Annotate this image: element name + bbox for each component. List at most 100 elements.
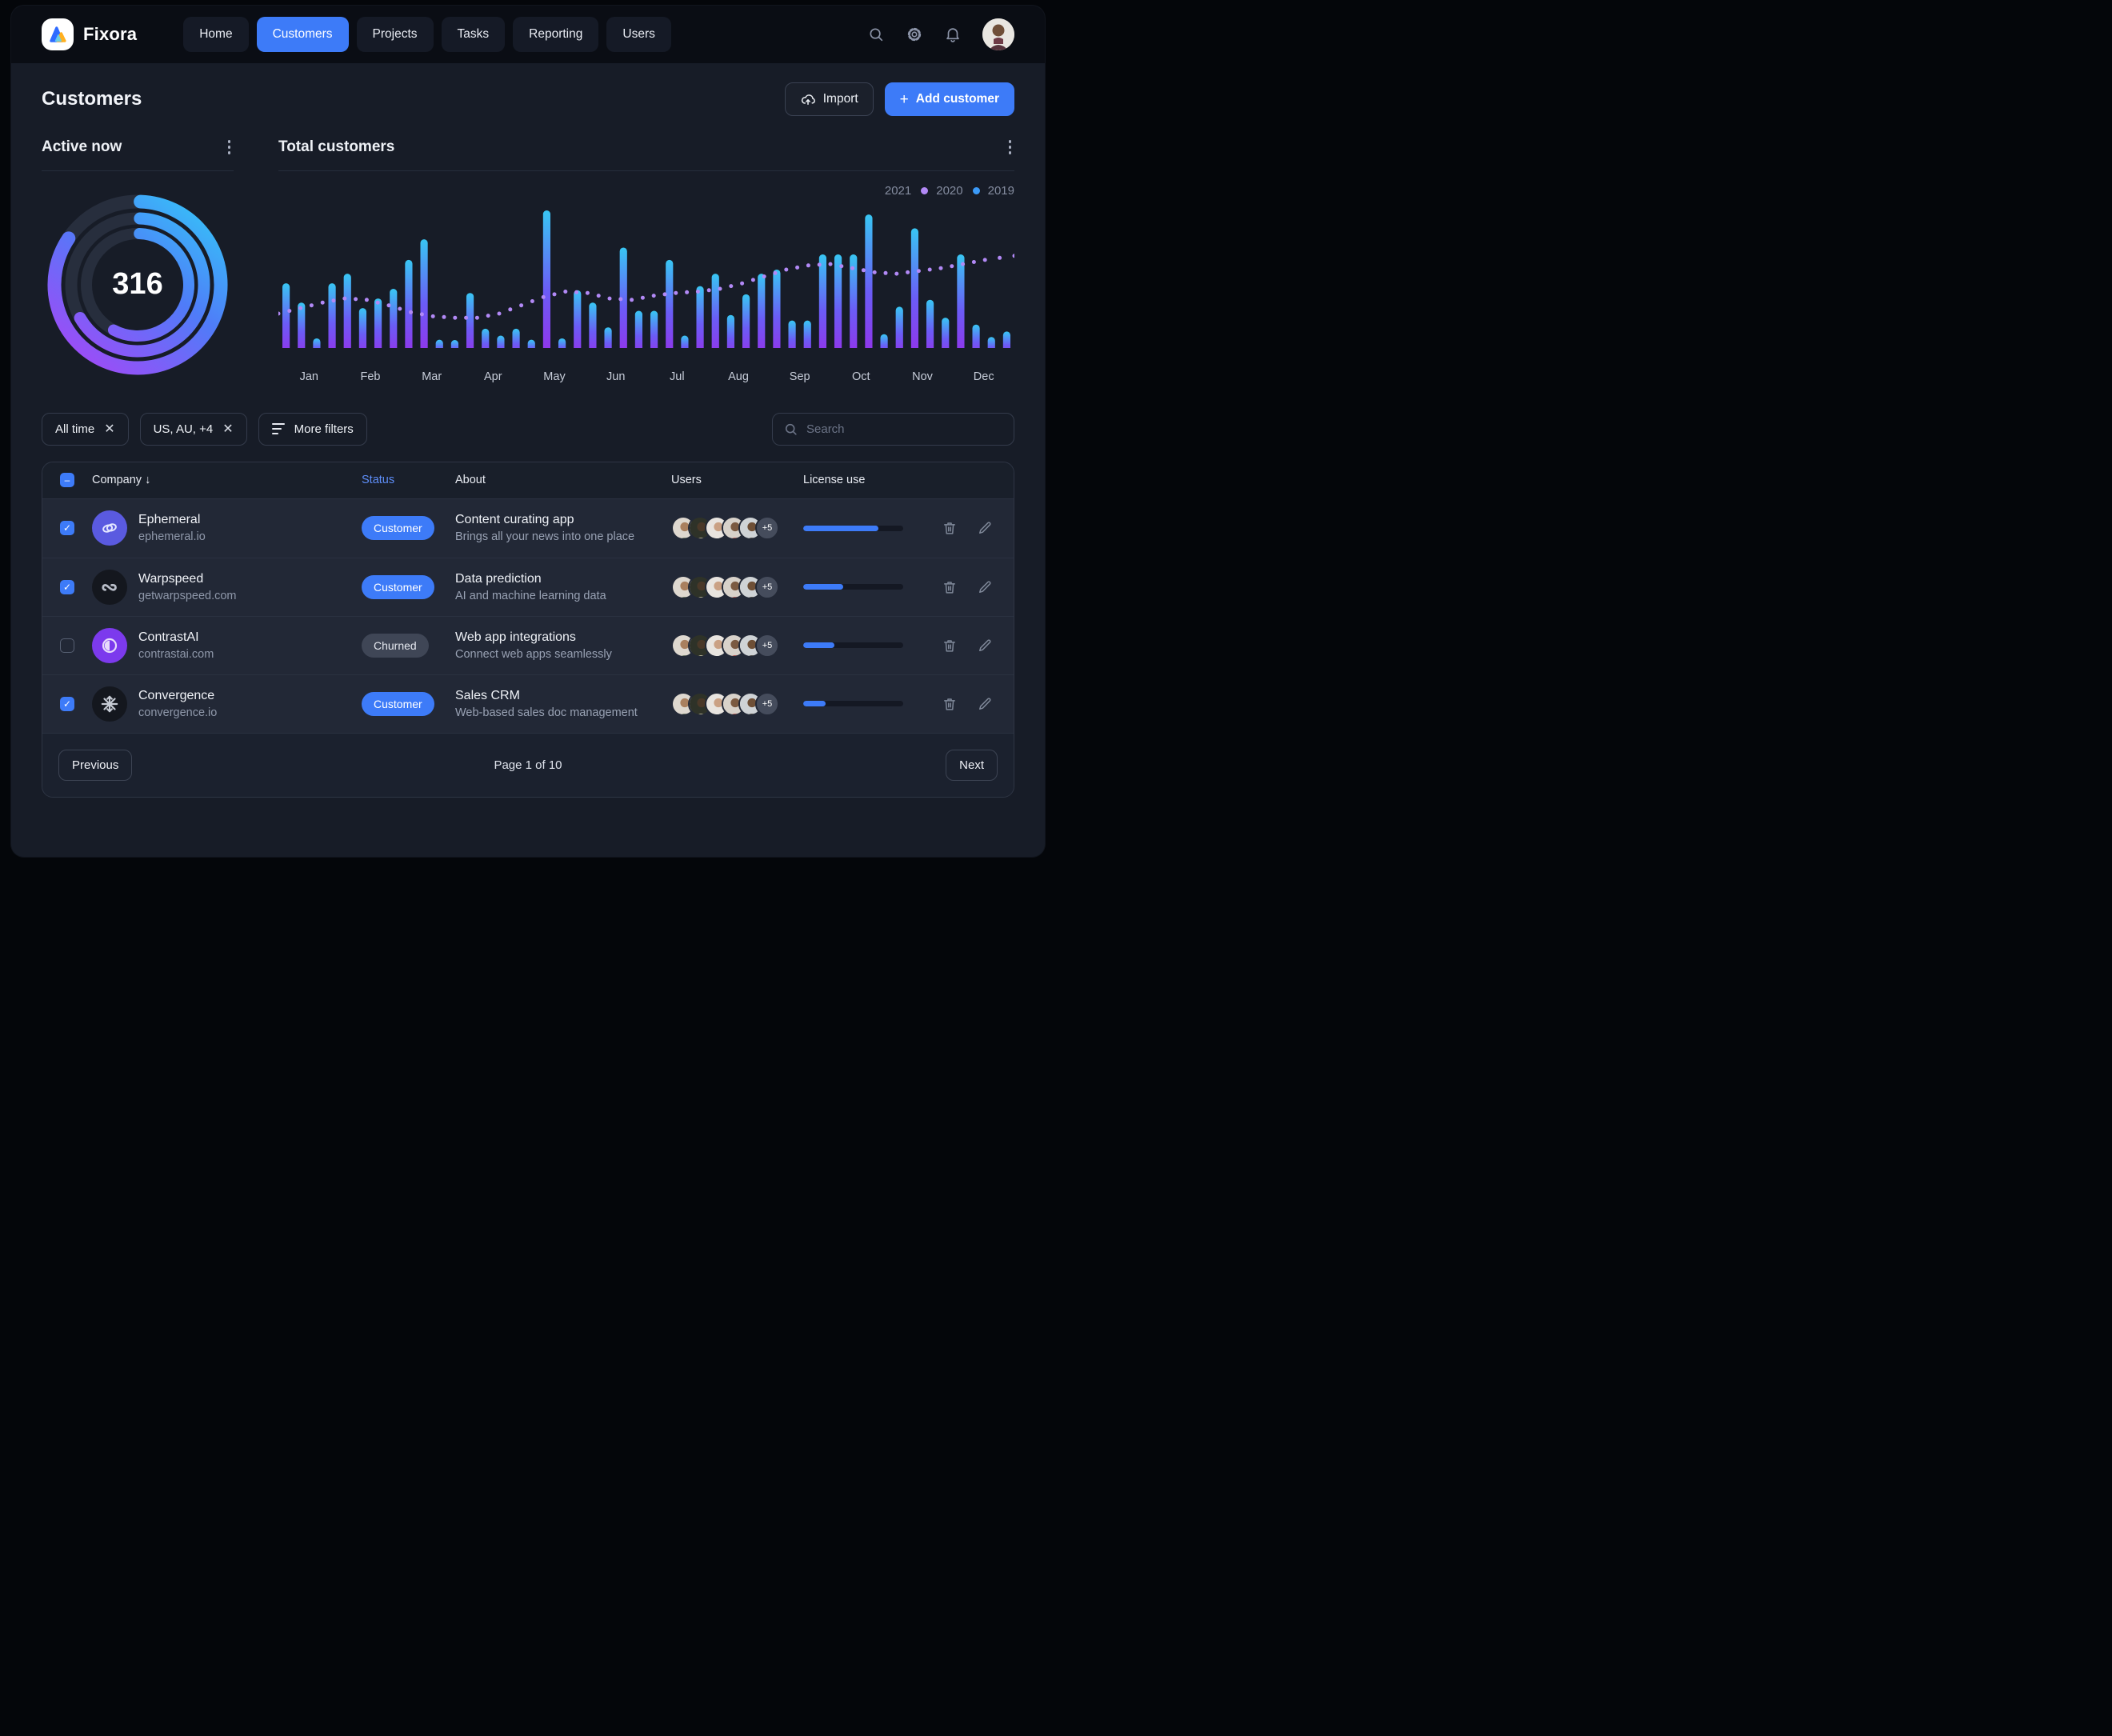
total-customers-panel: Total customers 2021 2020 2019 <box>276 137 1017 392</box>
bar <box>343 273 351 348</box>
status-badge: Customer <box>362 691 434 716</box>
users-cell: +5 <box>671 691 803 716</box>
row-actions <box>919 638 1014 654</box>
about-title: Data prediction <box>455 571 542 586</box>
column-about[interactable]: About <box>455 474 486 486</box>
bar <box>942 317 950 348</box>
column-license[interactable]: License use <box>803 474 866 486</box>
delete-row-button[interactable] <box>942 638 958 654</box>
edit-row-button[interactable] <box>977 520 993 536</box>
company-domain: ephemeral.io <box>138 530 206 543</box>
row-actions <box>919 520 1014 536</box>
bar <box>589 302 597 348</box>
previous-page-button[interactable]: Previous <box>58 749 133 781</box>
add-customer-button[interactable]: + Add customer <box>884 82 1014 116</box>
total-customers-menu-icon[interactable] <box>1006 137 1015 158</box>
remove-filter-icon[interactable]: ✕ <box>222 422 234 436</box>
edit-row-button[interactable] <box>977 696 993 712</box>
delete-row-button[interactable] <box>942 696 958 712</box>
license-progress-fill <box>803 525 878 531</box>
donut-ring-0 <box>47 194 228 374</box>
bar <box>435 339 443 348</box>
bar <box>726 314 735 348</box>
row-checkbox[interactable] <box>60 638 74 653</box>
more-filters-button[interactable]: More filters <box>258 412 367 446</box>
page-head: Customers Import + Add customer <box>42 82 1014 116</box>
bar <box>282 282 290 348</box>
bar <box>313 338 321 348</box>
license-progress <box>803 642 903 648</box>
brand[interactable]: Fixora <box>42 18 137 50</box>
legend-item-2020: 2020 <box>921 184 963 198</box>
column-users[interactable]: Users <box>671 474 702 486</box>
nav-tab-tasks[interactable]: Tasks <box>441 17 506 52</box>
filter-row: All time ✕ US, AU, +4 ✕ More filters <box>42 412 1014 446</box>
converge-asterisk-logo-icon <box>92 686 127 722</box>
nav-tab-projects[interactable]: Projects <box>356 17 434 52</box>
search-icon <box>783 422 798 437</box>
bar <box>788 320 796 348</box>
search-input[interactable] <box>806 422 1003 436</box>
edit-row-button[interactable] <box>977 638 993 654</box>
select-all-checkbox[interactable]: – <box>60 473 74 487</box>
filter-chip-1[interactable]: US, AU, +4 ✕ <box>139 412 247 446</box>
company-domain: convergence.io <box>138 706 218 719</box>
about-title: Sales CRM <box>455 688 520 702</box>
next-page-button[interactable]: Next <box>946 749 998 781</box>
bar <box>803 320 811 348</box>
row-checkbox[interactable]: ✓ <box>60 696 74 711</box>
bar <box>604 326 612 348</box>
company-name: ContrastAI <box>138 630 199 644</box>
nav-tab-users[interactable]: Users <box>606 17 671 52</box>
edit-row-button[interactable] <box>977 579 993 595</box>
import-label: Import <box>822 92 858 106</box>
license-cell <box>803 584 919 590</box>
active-now-menu-icon[interactable] <box>225 137 234 158</box>
company-cell: Warpspeed getwarpspeed.com <box>92 569 362 605</box>
about-cell: Sales CRM Web-based sales doc management <box>455 689 671 719</box>
bar <box>696 286 704 348</box>
row-checkbox[interactable]: ✓ <box>60 579 74 594</box>
bar-chart: Jan Feb Mar Apr May Jun Jul Aug Sep Oct Nov Dec <box>276 210 1017 383</box>
month-label: Mar <box>422 370 442 383</box>
company-cell: Convergence convergence.io <box>92 686 362 722</box>
extra-users-badge: +5 <box>755 516 779 540</box>
bar <box>681 335 689 348</box>
delete-row-button[interactable] <box>942 579 958 595</box>
column-status[interactable]: Status <box>362 474 395 486</box>
column-company[interactable]: Company ↓ <box>92 474 151 486</box>
table-footer: Previous Page 1 of 10 Next <box>42 732 1014 797</box>
bar <box>574 290 582 348</box>
license-progress <box>803 525 903 531</box>
active-now-head: Active now <box>42 137 234 171</box>
month-label: Apr <box>484 370 502 383</box>
bar <box>420 238 428 348</box>
user-avatar[interactable] <box>982 18 1014 50</box>
nav-tab-customers[interactable]: Customers <box>256 17 349 52</box>
bar <box>818 254 827 348</box>
bar <box>834 254 842 348</box>
gear-icon[interactable] <box>906 26 923 43</box>
cloud-upload-icon <box>800 91 816 107</box>
bell-icon[interactable] <box>944 26 962 43</box>
row-checkbox[interactable]: ✓ <box>60 521 74 535</box>
contrast-half-logo-icon <box>92 627 127 663</box>
bar <box>865 214 873 348</box>
users-cell: +5 <box>671 574 803 599</box>
license-progress-fill <box>803 584 843 590</box>
nav-tab-home[interactable]: Home <box>183 17 249 52</box>
company-name: Convergence <box>138 688 215 702</box>
table-body: ✓ Ephemeral ephemeral.io Customer Content cu… <box>42 499 1014 733</box>
nav-tab-reporting[interactable]: Reporting <box>513 17 599 52</box>
delete-row-button[interactable] <box>942 520 958 536</box>
active-now-donut: 316 <box>42 189 234 381</box>
bar <box>634 310 643 348</box>
search-icon[interactable] <box>867 26 885 43</box>
remove-filter-icon[interactable]: ✕ <box>104 422 115 436</box>
top-nav: Fixora Home Customers Projects Tasks Reporti… <box>11 6 1045 63</box>
sort-down-icon: ↓ <box>145 474 151 486</box>
import-button[interactable]: Import <box>784 82 874 116</box>
bar <box>666 259 674 348</box>
donut-ring-2 <box>107 227 194 342</box>
filter-chip-0[interactable]: All time ✕ <box>42 412 129 446</box>
